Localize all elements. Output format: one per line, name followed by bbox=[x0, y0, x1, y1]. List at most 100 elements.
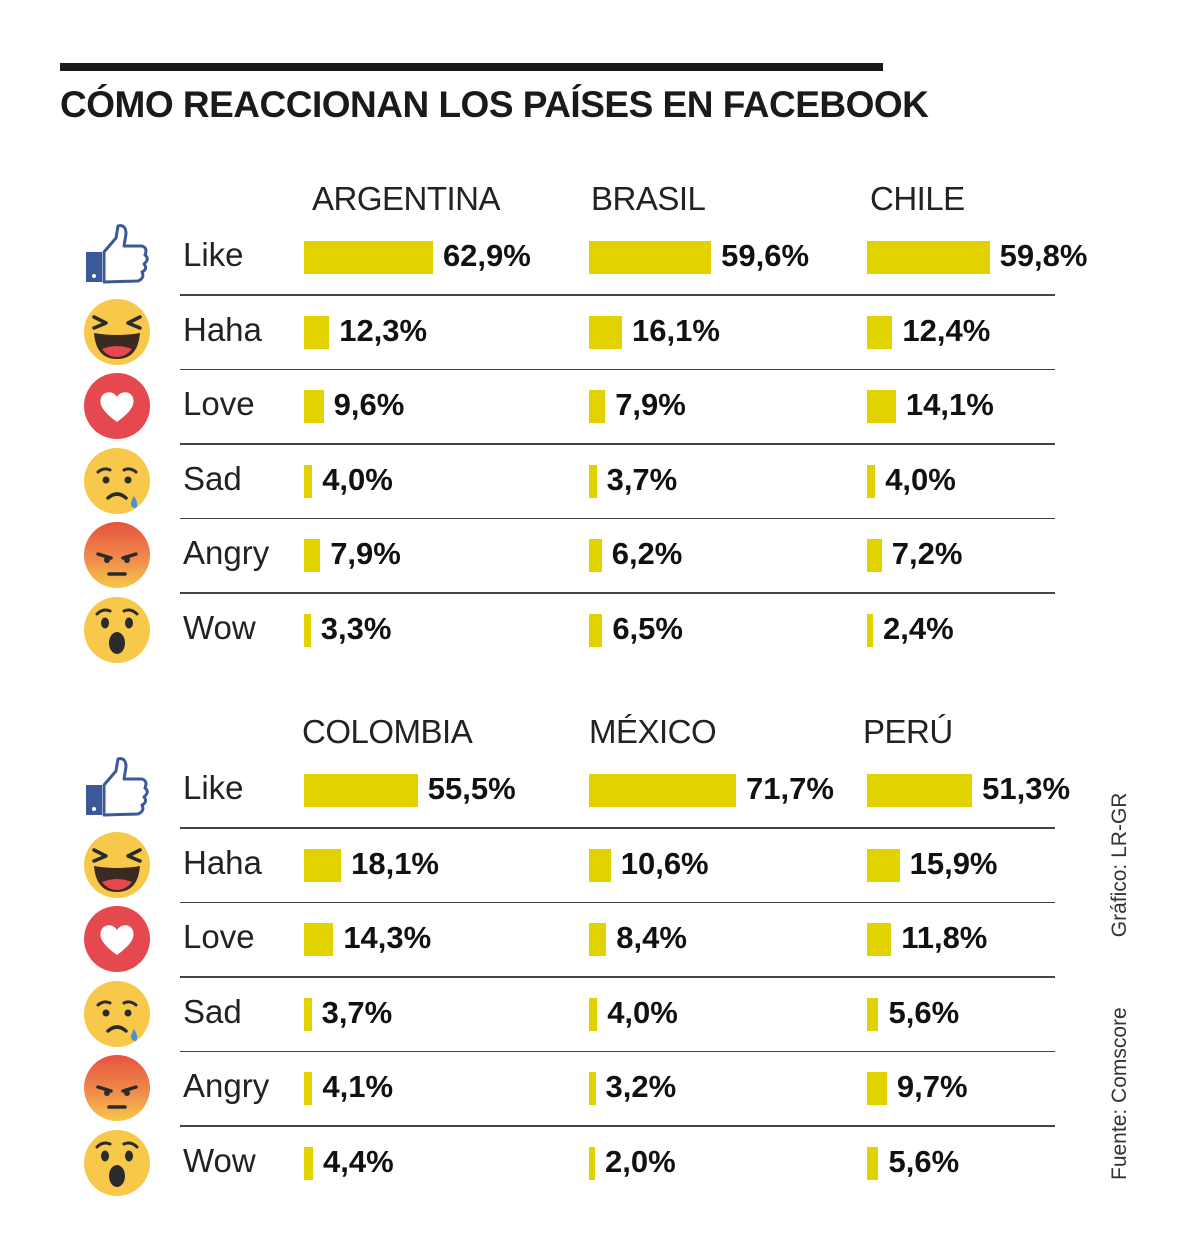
data-label: 8,4% bbox=[616, 920, 687, 955]
bar bbox=[867, 315, 893, 349]
data-label: 3,7% bbox=[321, 994, 393, 1030]
country-header: COLOMBIA bbox=[302, 713, 473, 750]
row-divider bbox=[180, 976, 1055, 978]
bar bbox=[304, 390, 324, 423]
chart-title: CÓMO REACCIONAN LOS PAÍSES EN FACEBOOK bbox=[60, 84, 929, 125]
reaction-label: Wow bbox=[183, 608, 256, 646]
country-header: BRASIL bbox=[591, 180, 706, 217]
bar bbox=[304, 848, 342, 882]
data-label: 9,7% bbox=[896, 1069, 968, 1104]
data-label: 71,7% bbox=[745, 771, 834, 806]
data-label: 14,1% bbox=[905, 387, 994, 422]
bar bbox=[304, 539, 321, 572]
data-label: 2,0% bbox=[605, 1143, 676, 1179]
panel-2: COLOMBIA MÉXICO PERÚ Like 55,5% 71,7% 51,3% Hah… bbox=[0, 713, 1200, 1233]
angry-face-icon bbox=[82, 1053, 152, 1123]
data-label: 4,0% bbox=[322, 461, 393, 497]
row-divider bbox=[180, 294, 1055, 296]
data-label: 11,8% bbox=[901, 920, 988, 955]
bar bbox=[589, 241, 712, 274]
love-heart-icon bbox=[82, 904, 152, 974]
country-header: CHILE bbox=[870, 180, 965, 217]
data-label: 3,7% bbox=[606, 461, 678, 497]
country-header: MÉXICO bbox=[589, 713, 717, 750]
country-header: PERÚ bbox=[863, 713, 953, 750]
bar bbox=[589, 390, 606, 423]
data-label: 51,3% bbox=[982, 771, 1071, 806]
bar bbox=[589, 539, 602, 572]
bar bbox=[589, 923, 607, 956]
data-label: 12,3% bbox=[339, 312, 428, 348]
reaction-label: Wow bbox=[183, 1141, 256, 1179]
bar bbox=[589, 315, 622, 349]
data-label: 4,0% bbox=[607, 994, 678, 1030]
bar bbox=[867, 923, 892, 956]
credit-text: Gráfico: LR-GR bbox=[1108, 792, 1131, 938]
data-label: 5,6% bbox=[888, 994, 960, 1030]
row-divider bbox=[180, 443, 1055, 445]
sad-face-icon bbox=[82, 979, 152, 1049]
row-divider bbox=[180, 901, 1055, 903]
bar bbox=[589, 613, 603, 647]
bar bbox=[304, 1072, 313, 1105]
bar bbox=[589, 464, 597, 498]
reaction-label: Love bbox=[183, 918, 255, 955]
bar bbox=[589, 997, 598, 1031]
data-label: 7,9% bbox=[615, 387, 686, 422]
row-divider bbox=[180, 827, 1055, 829]
data-label: 4,1% bbox=[322, 1069, 394, 1104]
bar bbox=[304, 774, 418, 807]
bar bbox=[867, 390, 896, 423]
bar bbox=[304, 241, 433, 274]
title-rule bbox=[60, 63, 883, 71]
bar bbox=[867, 613, 873, 647]
data-label: 16,1% bbox=[632, 312, 720, 348]
sad-face-icon bbox=[82, 446, 152, 516]
source-credit: Fuente: Comscore Gráfico: LR-GR bbox=[1108, 793, 1132, 1180]
data-label: 15,9% bbox=[909, 845, 998, 881]
wow-face-icon bbox=[82, 595, 152, 665]
haha-face-icon bbox=[82, 297, 152, 367]
row-divider bbox=[180, 368, 1055, 370]
wow-face-icon bbox=[82, 1128, 152, 1198]
data-label: 3,3% bbox=[320, 610, 392, 646]
data-label: 55,5% bbox=[427, 771, 516, 806]
data-label: 59,8% bbox=[999, 238, 1088, 273]
data-label: 6,5% bbox=[612, 610, 683, 646]
bar bbox=[304, 464, 313, 498]
source-text: Fuente: Comscore bbox=[1108, 1007, 1131, 1180]
bar bbox=[304, 923, 334, 956]
bar bbox=[867, 1146, 879, 1180]
reaction-label: Haha bbox=[183, 310, 262, 348]
reaction-label: Like bbox=[183, 769, 244, 806]
row-divider bbox=[180, 592, 1055, 594]
like-thumb-icon bbox=[82, 222, 152, 292]
data-label: 14,3% bbox=[343, 920, 432, 955]
bar bbox=[589, 1146, 595, 1180]
data-label: 59,6% bbox=[721, 238, 810, 273]
data-label: 4,0% bbox=[885, 461, 956, 497]
bar bbox=[589, 848, 611, 882]
reaction-label: Angry bbox=[183, 1067, 270, 1104]
data-label: 5,6% bbox=[888, 1143, 960, 1179]
bar bbox=[867, 539, 882, 572]
reaction-label: Love bbox=[183, 385, 255, 422]
data-label: 62,9% bbox=[442, 238, 531, 273]
reaction-label: Angry bbox=[183, 534, 270, 571]
bar bbox=[867, 848, 900, 882]
bar bbox=[304, 613, 311, 647]
data-label: 6,2% bbox=[611, 536, 683, 571]
data-label: 2,4% bbox=[883, 610, 954, 646]
like-thumb-icon bbox=[82, 755, 152, 825]
row-divider bbox=[180, 517, 1055, 519]
row-divider bbox=[180, 1050, 1055, 1052]
data-label: 7,9% bbox=[330, 536, 401, 571]
data-label: 18,1% bbox=[351, 845, 439, 881]
reaction-label: Like bbox=[183, 236, 244, 273]
angry-face-icon bbox=[82, 520, 152, 590]
bar bbox=[304, 1146, 314, 1180]
data-label: 9,6% bbox=[333, 387, 405, 422]
love-heart-icon bbox=[82, 371, 152, 441]
bar bbox=[867, 241, 990, 274]
data-label: 4,4% bbox=[323, 1143, 394, 1179]
